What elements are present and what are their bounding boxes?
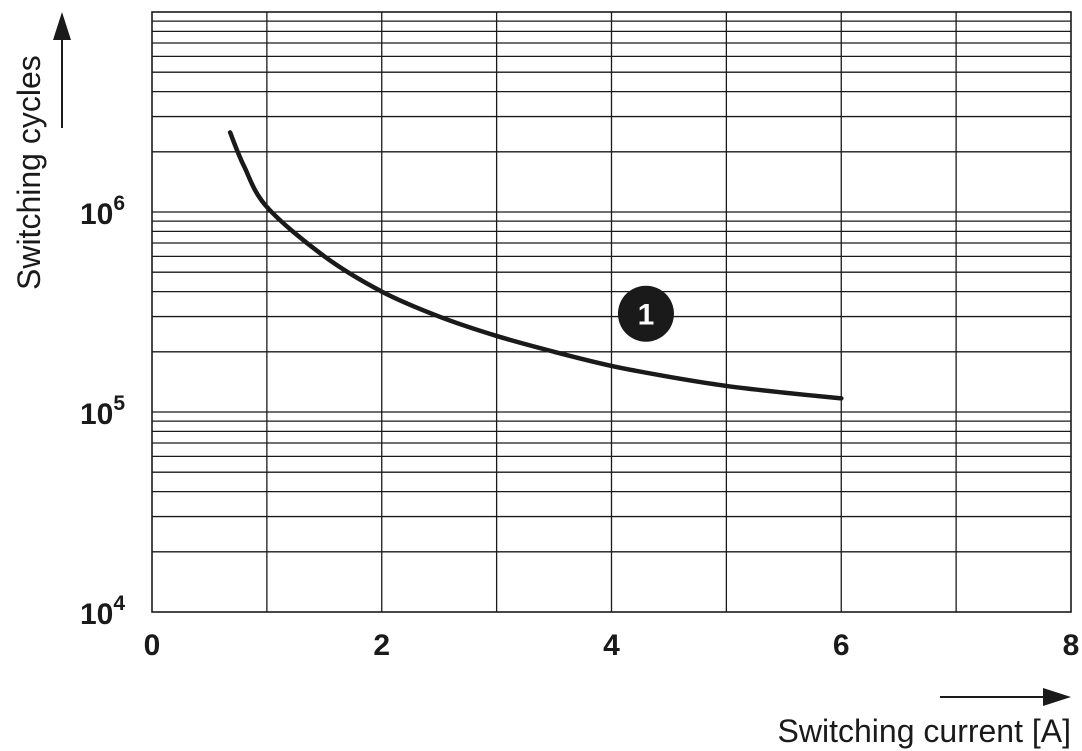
x-tick-labels: 0 2 4 6 8 [144, 629, 1080, 662]
y-axis-title: Switching cycles [11, 55, 47, 290]
curve-layer: 1 [230, 132, 841, 398]
y-tick-label: 105 [80, 392, 125, 431]
y-tick-label: 106 [80, 192, 125, 231]
series-curve [230, 132, 841, 398]
x-axis-arrow-icon [1043, 688, 1071, 706]
x-tick-label: 8 [1063, 629, 1080, 662]
y-tick-label: 104 [80, 592, 125, 631]
y-axis-arrow-icon [53, 12, 71, 40]
y-axis-title-group: Switching cycles [11, 12, 71, 290]
curve-marker-label: 1 [638, 299, 655, 332]
x-axis-title: Switching current [A] [778, 713, 1071, 749]
x-axis-title-group: Switching current [A] [778, 688, 1071, 749]
x-tick-label: 4 [603, 629, 620, 662]
x-tick-label: 0 [144, 629, 161, 662]
x-tick-label: 6 [833, 629, 850, 662]
y-tick-labels: 104 105 106 [80, 192, 125, 631]
grid-lines [152, 12, 1071, 612]
x-tick-label: 2 [373, 629, 390, 662]
